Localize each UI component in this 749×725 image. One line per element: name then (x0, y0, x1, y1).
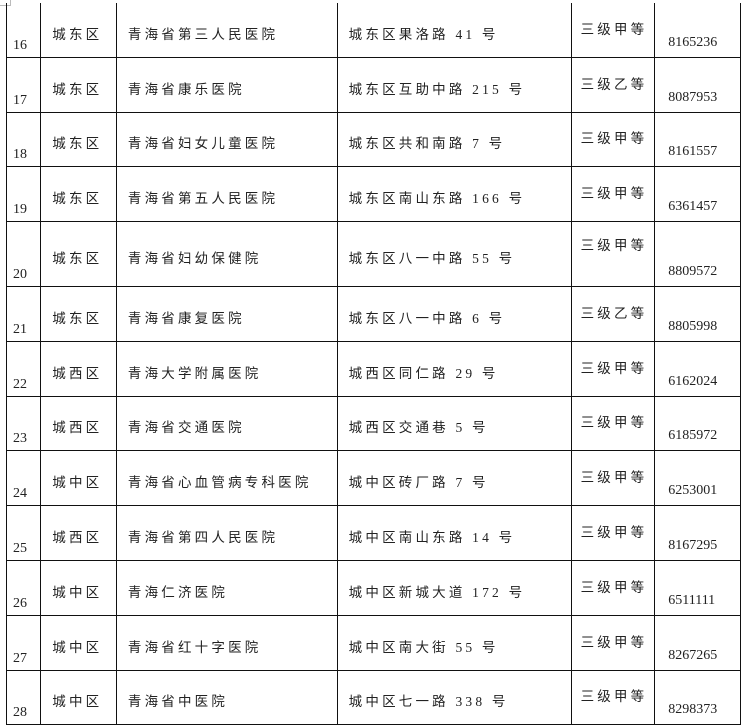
phone-cell: 8267265 (654, 614, 741, 671)
district-cell: 城东区 (40, 166, 117, 223)
grade-cell: 三级甲等 (570, 221, 656, 287)
row-number: 17 (5, 56, 42, 113)
table-row: 18 城东区 青海省妇女儿童医院 城东区共和南路 7 号三级甲等 8161557 (5, 111, 741, 168)
district-cell: 城东区 (40, 3, 117, 58)
address-cell: 城东区八一中路 6 号 (336, 285, 572, 342)
phone-cell: 8087953 (654, 56, 741, 113)
hospital-name-cell: 青海省中医院 (115, 669, 338, 725)
hospital-name-cell: 青海省第三人民医院 (115, 3, 338, 58)
address-cell: 城东区互助中路 215 号 (336, 56, 572, 113)
phone-cell: 8809572 (654, 221, 741, 287)
district-cell: 城西区 (40, 340, 117, 397)
phone-cell: 6253001 (654, 450, 741, 507)
address-cell: 城东区南山东路 166 号 (336, 166, 572, 223)
table-row: 28 城中区 青海省中医院 城中区七一路 338 号三级甲等 8298373 (5, 669, 741, 725)
hospital-name-cell: 青海省康乐医院 (115, 56, 338, 113)
hospital-name-cell: 青海省妇幼保健院 (115, 221, 338, 287)
table-row: 27 城中区 青海省红十字医院 城中区南大街 55 号三级甲等 8267265 (5, 614, 741, 671)
district-cell: 城中区 (40, 450, 117, 507)
address-cell: 城中区南大街 55 号 (336, 614, 572, 671)
district-cell: 城西区 (40, 395, 117, 452)
grade-cell: 三级甲等 (570, 166, 656, 223)
district-cell: 城中区 (40, 669, 117, 725)
grade-cell: 三级甲等 (570, 3, 656, 58)
hospital-name-cell: 青海省第四人民医院 (115, 505, 338, 561)
district-cell: 城东区 (40, 221, 117, 287)
district-cell: 城西区 (40, 505, 117, 561)
row-number: 19 (5, 166, 42, 223)
table-row: 24 城中区 青海省心血管病专科医院 城中区砖厂路 7 号三级甲等 6253001 (5, 450, 741, 507)
district-cell: 城东区 (40, 285, 117, 342)
row-number: 25 (5, 505, 42, 561)
grade-cell: 三级甲等 (570, 669, 656, 725)
district-cell: 城东区 (40, 56, 117, 113)
phone-cell: 6185972 (654, 395, 741, 452)
address-cell: 城中区南山东路 14 号 (336, 505, 572, 561)
hospital-name-cell: 青海省心血管病专科医院 (115, 450, 338, 507)
table-row: 16 城东区 青海省第三人民医院 城东区果洛路 41 号三级甲等 8165236 (5, 3, 741, 58)
row-number: 18 (5, 111, 42, 168)
hospital-name-cell: 青海省第五人民医院 (115, 166, 338, 223)
row-number: 21 (5, 285, 42, 342)
phone-cell: 6361457 (654, 166, 741, 223)
address-cell: 城中区新城大道 172 号 (336, 559, 572, 616)
hospital-name-cell: 青海仁济医院 (115, 559, 338, 616)
row-number: 23 (5, 395, 42, 452)
row-number: 27 (5, 614, 42, 671)
row-number: 28 (5, 669, 42, 725)
hospital-name-cell: 青海省交通医院 (115, 395, 338, 452)
grade-cell: 三级甲等 (570, 340, 656, 397)
row-number: 22 (5, 340, 42, 397)
hospital-table: 16 城东区 青海省第三人民医院 城东区果洛路 41 号三级甲等 8165236 17 城东… (5, 3, 741, 725)
row-number: 26 (5, 559, 42, 616)
address-cell: 城东区果洛路 41 号 (336, 3, 572, 58)
grade-cell: 三级乙等 (570, 285, 656, 342)
grade-cell: 三级甲等 (570, 614, 656, 671)
hospital-name-cell: 青海省妇女儿童医院 (115, 111, 338, 168)
table-row: 22 城西区 青海大学附属医院 城西区同仁路 29 号三级甲等 6162024 (5, 340, 741, 397)
table-row: 21 城东区 青海省康复医院 城东区八一中路 6 号三级乙等 8805998 (5, 285, 741, 342)
table-row: 23 城西区 青海省交通医院 城西区交通巷 5 号三级甲等 6185972 (5, 395, 741, 452)
hospital-name-cell: 青海省红十字医院 (115, 614, 338, 671)
phone-cell: 8805998 (654, 285, 741, 342)
grade-cell: 三级乙等 (570, 56, 656, 113)
district-cell: 城中区 (40, 559, 117, 616)
table-row: 19 城东区 青海省第五人民医院 城东区南山东路 166 号三级甲等 6361457 (5, 166, 741, 223)
table-row: 17 城东区 青海省康乐医院 城东区互助中路 215 号三级乙等 8087953 (5, 56, 741, 113)
grade-cell: 三级甲等 (570, 505, 656, 561)
address-cell: 城西区同仁路 29 号 (336, 340, 572, 397)
grade-cell: 三级甲等 (570, 450, 656, 507)
address-cell: 城东区共和南路 7 号 (336, 111, 572, 168)
row-number: 20 (5, 221, 42, 287)
phone-cell: 8161557 (654, 111, 741, 168)
row-number: 16 (5, 3, 42, 58)
address-cell: 城中区七一路 338 号 (336, 669, 572, 725)
hospital-name-cell: 青海大学附属医院 (115, 340, 338, 397)
phone-cell: 6162024 (654, 340, 741, 397)
row-number: 24 (5, 450, 42, 507)
phone-cell: 8165236 (654, 3, 741, 58)
table-row: 26 城中区 青海仁济医院 城中区新城大道 172 号三级甲等 6511111 (5, 559, 741, 616)
district-cell: 城东区 (40, 111, 117, 168)
address-cell: 城东区八一中路 55 号 (336, 221, 572, 287)
phone-cell: 8298373 (654, 669, 741, 725)
phone-cell: 6511111 (654, 559, 741, 616)
grade-cell: 三级甲等 (570, 559, 656, 616)
district-cell: 城中区 (40, 614, 117, 671)
table-row: 25 城西区 青海省第四人民医院 城中区南山东路 14 号三级甲等 8167295 (5, 505, 741, 561)
address-cell: 城中区砖厂路 7 号 (336, 450, 572, 507)
table-row: 20 城东区 青海省妇幼保健院 城东区八一中路 55 号三级甲等 8809572 (5, 221, 741, 287)
hospital-name-cell: 青海省康复医院 (115, 285, 338, 342)
address-cell: 城西区交通巷 5 号 (336, 395, 572, 452)
grade-cell: 三级甲等 (570, 395, 656, 452)
phone-cell: 8167295 (654, 505, 741, 561)
grade-cell: 三级甲等 (570, 111, 656, 168)
